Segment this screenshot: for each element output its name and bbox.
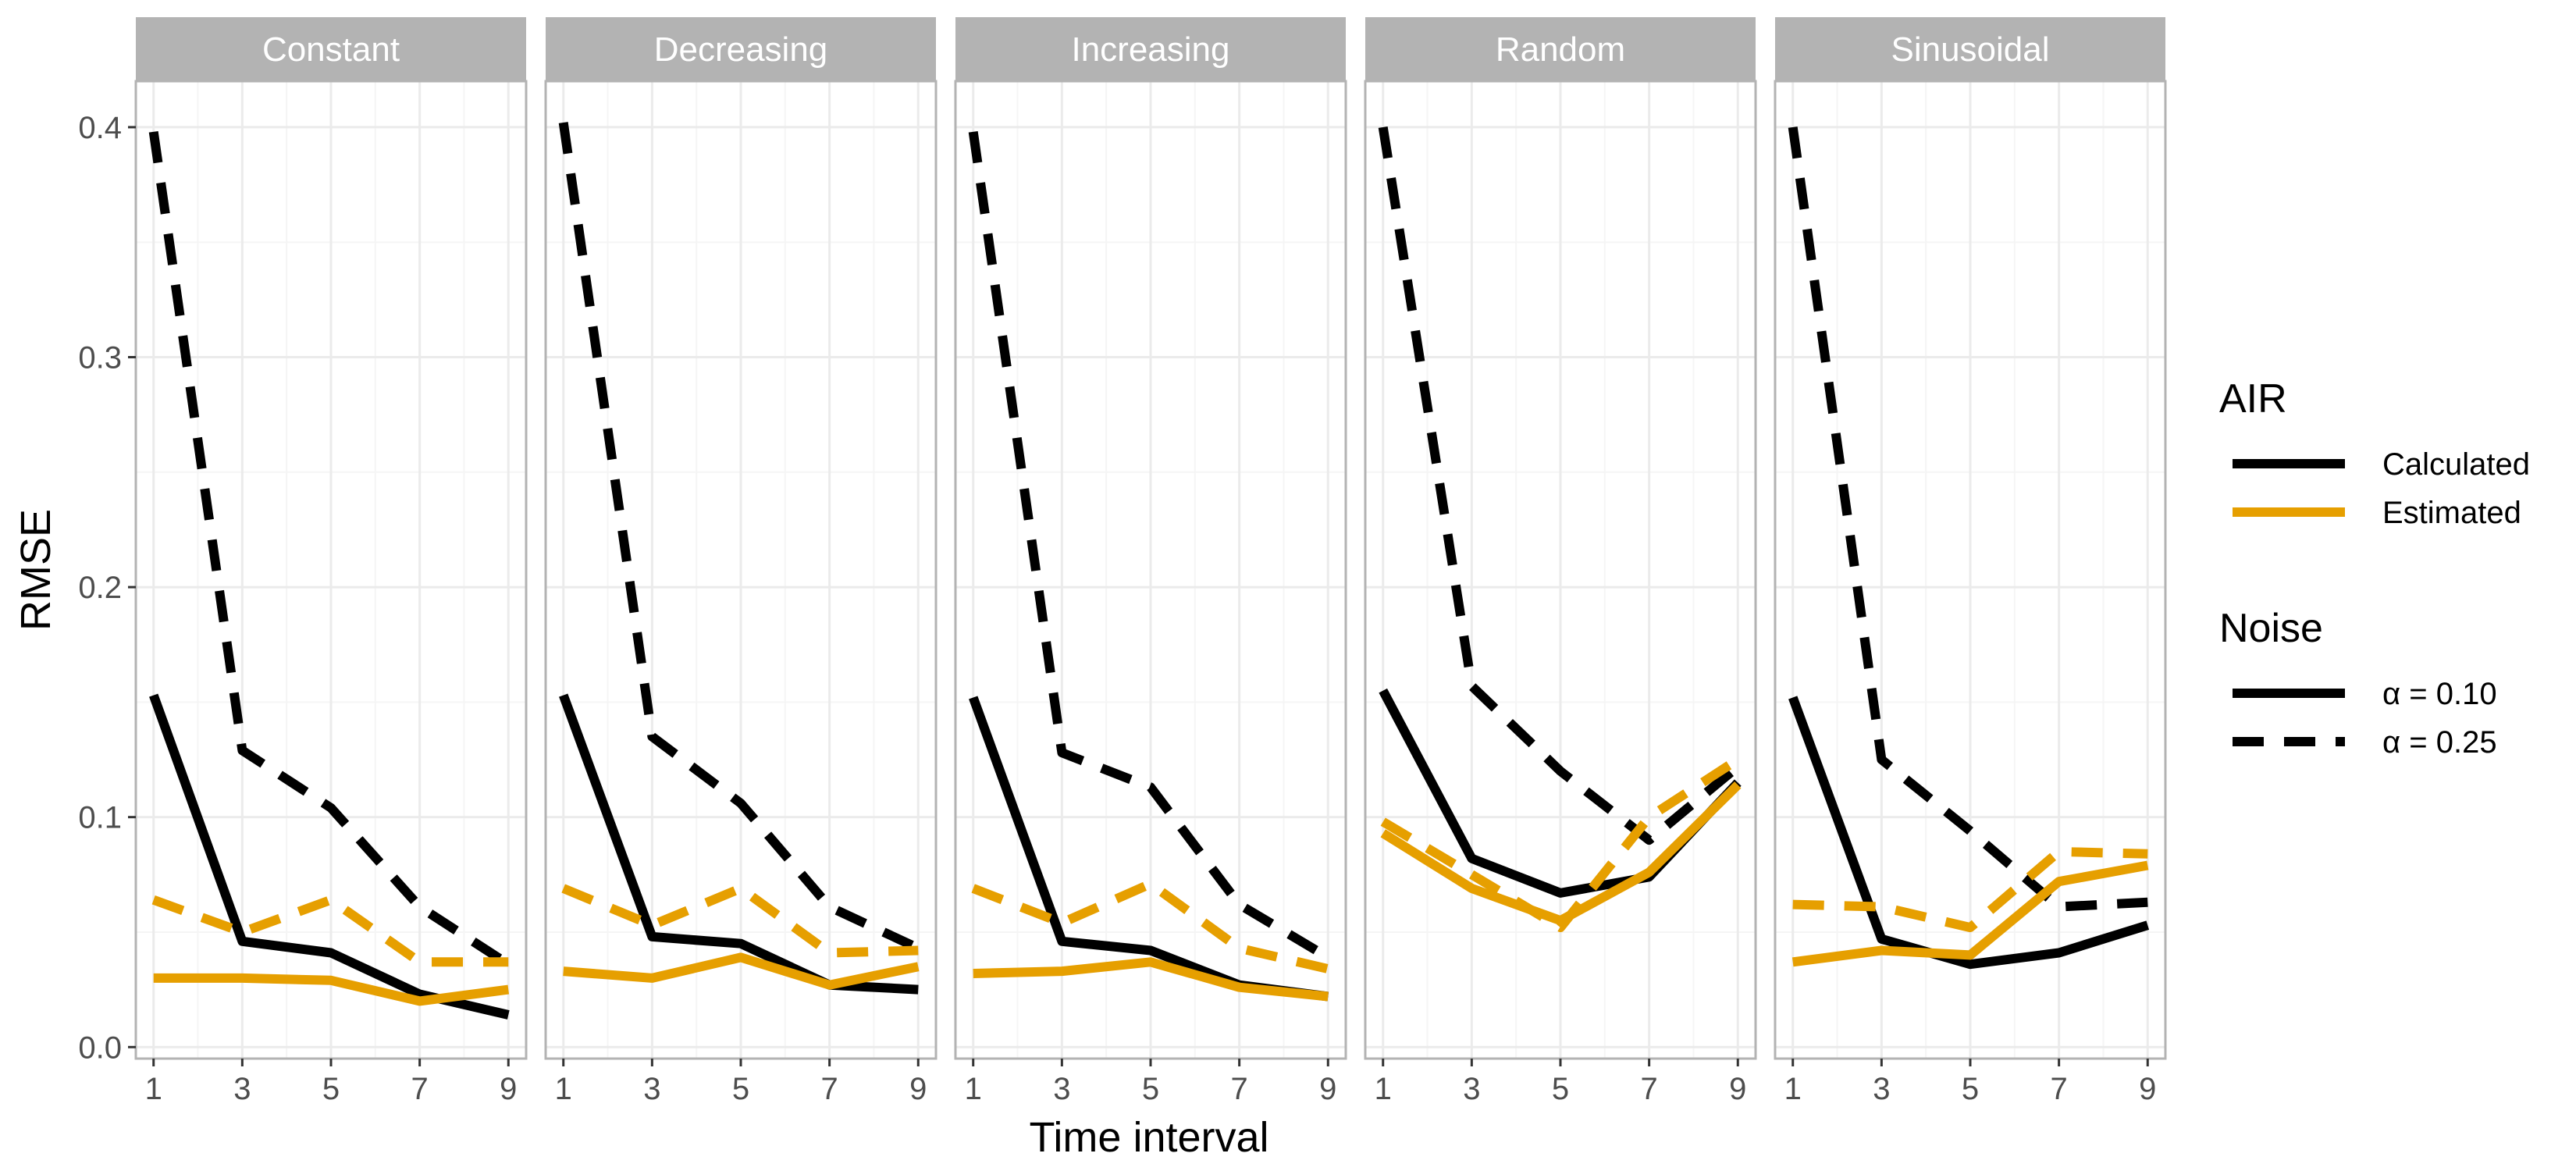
x-tick-label: 9 <box>1319 1072 1336 1106</box>
strip-background <box>136 17 526 81</box>
strip-background <box>955 17 1346 81</box>
strip-label: Decreasing <box>654 30 828 69</box>
y-tick-label: 0.1 <box>78 801 122 835</box>
series-line-calculated-dashed <box>1378 126 1742 845</box>
series-line-estimated-solid <box>1791 860 2149 967</box>
x-tick-label: 1 <box>555 1072 572 1106</box>
series-line-calculated-dashed <box>558 122 920 953</box>
x-tick-label: 1 <box>1784 1072 1802 1106</box>
series-line-estimated-dashed <box>1380 755 1741 933</box>
x-tick-label: 9 <box>909 1072 927 1106</box>
x-tick-label: 7 <box>1641 1072 1658 1106</box>
y-axis-title: RMSE <box>12 509 59 631</box>
x-tick-label: 5 <box>1552 1072 1569 1106</box>
x-tick-label: 1 <box>965 1072 982 1106</box>
series-line-calculated-dashed <box>1788 126 2148 912</box>
series-line-estimated-dashed <box>971 879 1329 973</box>
panel-decreasing: Decreasing 1 3 5 7 9 <box>544 17 938 1106</box>
strip-background <box>546 17 936 81</box>
y-tick-label: 0.3 <box>78 341 122 376</box>
x-tick-label: 3 <box>1463 1072 1480 1106</box>
x-tick-label: 7 <box>1231 1072 1248 1106</box>
x-tick-label: 1 <box>145 1072 162 1106</box>
panel-random: Random 1 3 5 7 9 <box>1364 17 1757 1106</box>
panels: Constant 1 3 5 7 9 0.0 0.1 0.2 0.3 0.4 Decreasing 1 3… <box>78 17 2167 1106</box>
x-tick-label: 5 <box>1142 1072 1159 1106</box>
legend-entry-label: Estimated <box>2382 496 2521 530</box>
x-tick-label: 3 <box>1873 1072 1890 1106</box>
legend-title: AIR <box>2219 376 2287 422</box>
series-line-estimated-dashed <box>561 884 919 958</box>
y-tick-label: 0.0 <box>78 1030 122 1065</box>
x-tick-label: 9 <box>2139 1072 2156 1106</box>
panel-sinusoidal: Sinusoidal 1 3 5 7 9 <box>1774 17 2167 1106</box>
strip-background <box>1365 17 1756 81</box>
legend-group-air: AIR Calculated Estimated <box>2219 376 2530 530</box>
strip-background <box>1775 17 2165 81</box>
panel-increasing: Increasing 1 3 5 7 9 <box>954 17 1347 1106</box>
series-line-estimated-dashed <box>151 895 509 967</box>
series-line-calculated-solid <box>1788 696 2150 970</box>
legend-entry-label: Calculated <box>2382 447 2530 482</box>
x-tick-label: 7 <box>411 1072 429 1106</box>
series-line-calculated-dashed <box>968 130 1331 962</box>
y-tick-label: 0.2 <box>78 571 122 605</box>
x-axis-title: Time interval <box>1029 1114 1268 1161</box>
x-tick-label: 7 <box>821 1072 838 1106</box>
x-tick-label: 3 <box>233 1072 251 1106</box>
legend-entry-label: α = 0.10 <box>2382 677 2497 711</box>
series-line-estimated-solid <box>563 952 920 990</box>
x-tick-label: 7 <box>2051 1072 2068 1106</box>
x-tick-label: 5 <box>322 1072 340 1106</box>
strip-label: Sinusoidal <box>1891 30 2049 69</box>
series-line-calculated-solid <box>559 693 919 995</box>
legend: AIR Calculated Estimated Noise α = 0.10 α = 0… <box>2219 376 2530 760</box>
strip-label: Increasing <box>1071 30 1229 69</box>
x-tick-label: 9 <box>1729 1072 1746 1106</box>
series-line-calculated-dashed <box>148 130 511 969</box>
x-tick-label: 3 <box>1053 1072 1070 1106</box>
x-tick-label: 5 <box>732 1072 749 1106</box>
y-tick-label: 0.4 <box>78 111 122 145</box>
series-line-estimated-solid <box>973 957 1329 1002</box>
x-tick-label: 5 <box>1962 1072 1979 1106</box>
series-line-estimated-dashed <box>1792 846 2148 933</box>
x-tick-label: 1 <box>1375 1072 1392 1106</box>
legend-title: Noise <box>2219 606 2323 651</box>
legend-entry-label: α = 0.25 <box>2382 725 2497 760</box>
strip-label: Random <box>1496 30 1625 69</box>
x-tick-label: 3 <box>643 1072 660 1106</box>
panel-constant: Constant 1 3 5 7 9 0.0 0.1 0.2 0.3 0.4 <box>78 17 528 1106</box>
legend-group-noise: Noise α = 0.10 α = 0.25 <box>2219 606 2497 760</box>
x-tick-label: 9 <box>500 1072 517 1106</box>
series-line-estimated-solid <box>153 973 510 1006</box>
strip-label: Constant <box>262 30 400 69</box>
